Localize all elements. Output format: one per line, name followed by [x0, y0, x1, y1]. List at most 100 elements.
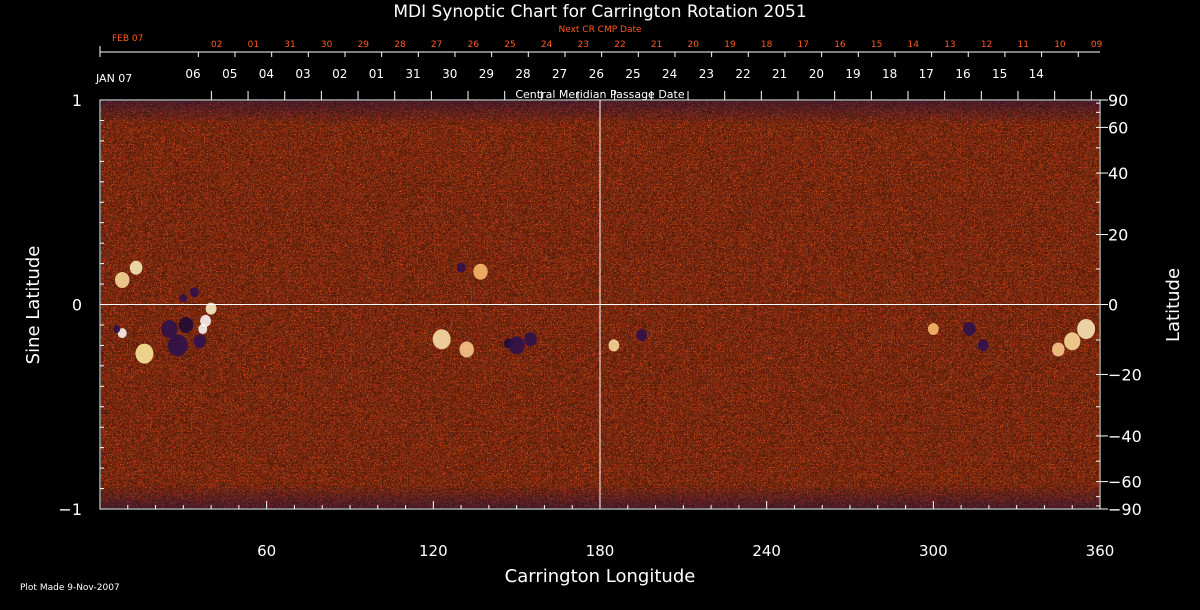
active-region-feature [524, 332, 537, 347]
x-tick-label: 60 [257, 542, 276, 560]
active-region-feature [115, 271, 130, 288]
cmp-date-label: 06 [185, 67, 200, 81]
next-cr-date-label: 28 [394, 40, 406, 50]
next-cr-date-label: 09 [1091, 40, 1103, 50]
cmp-date-label: 26 [589, 67, 604, 81]
y-right-tick-label: 60 [1108, 118, 1128, 137]
next-cr-date-label: 02 [211, 40, 222, 50]
next-cr-date-label: 01 [248, 40, 259, 50]
next-cr-date-label: 27 [431, 40, 442, 50]
next-cr-date-label: 25 [504, 40, 515, 50]
cmp-date-label: 19 [845, 67, 860, 81]
active-region-feature [205, 302, 217, 315]
x-axis-ticks: 60 120 180 240 300 360 [127, 501, 1115, 560]
y-right-tick-label: −40 [1108, 427, 1142, 446]
cmp-date-label: 29 [479, 67, 494, 81]
cmp-axis-ticks: 06 05 04 03 02 01 31 30 29 28 27 26 25 24 23 22 21 20 19 18… [185, 67, 1092, 100]
active-region-feature [608, 339, 620, 352]
y-left-tick-label: −1 [58, 500, 82, 519]
next-cr-date-label: 20 [688, 40, 700, 50]
y-left-tick-label: 1 [72, 91, 82, 110]
active-region-feature [459, 341, 474, 358]
cmp-date-label: 15 [992, 67, 1007, 81]
cmp-date-label: 31 [405, 67, 420, 81]
active-region-feature [179, 294, 187, 303]
active-region-feature [963, 322, 976, 337]
cmp-date-label: 14 [1029, 67, 1044, 81]
active-region-feature [1077, 319, 1096, 340]
y-left-axis-label: Sine Latitude [23, 246, 44, 365]
next-cr-date-label: 23 [578, 40, 589, 50]
next-cr-date-label: 11 [1018, 40, 1029, 50]
y-right-tick-label: 40 [1108, 164, 1128, 183]
active-regions [113, 260, 1096, 364]
active-region-feature [456, 262, 466, 273]
active-region-feature [113, 325, 121, 334]
cmp-date-label: 22 [735, 67, 750, 81]
active-region-feature [1064, 332, 1081, 351]
active-region-feature [927, 323, 939, 336]
cmp-date-label: 17 [919, 67, 934, 81]
cmp-date-label: 01 [369, 67, 384, 81]
y-left-axis-ticks: 1 0 −1 [58, 91, 108, 519]
active-region-feature [432, 329, 451, 350]
active-region-feature [135, 343, 154, 364]
active-region-feature [636, 329, 648, 342]
next-cr-date-label: 21 [651, 40, 662, 50]
next-cr-axis-title: Next CR CMP Date [558, 25, 642, 35]
next-cr-date-label: 17 [798, 40, 809, 50]
y-right-axis-ticks: 90 60 40 20 0 −20 −40 −60 −90 [1096, 91, 1142, 519]
x-tick-label: 120 [419, 542, 448, 560]
cmp-date-label: 18 [882, 67, 897, 81]
active-region-feature [167, 334, 188, 357]
x-tick-label: 300 [919, 542, 948, 560]
active-region-feature [117, 328, 127, 339]
x-tick-label: 360 [1086, 542, 1115, 560]
next-cr-date-label: 26 [468, 40, 480, 50]
active-region-feature [198, 324, 208, 335]
active-region-feature [193, 334, 207, 349]
active-region-feature [473, 263, 488, 280]
cmp-date-label: 24 [662, 67, 677, 81]
next-cr-date-label: 30 [321, 40, 333, 50]
active-region-feature [129, 260, 143, 275]
x-tick-label: 180 [586, 542, 615, 560]
y-right-tick-label: −60 [1108, 473, 1142, 492]
cmp-date-label: 27 [552, 67, 567, 81]
cmp-date-label: 04 [259, 67, 274, 81]
x-axis-label: Carrington Longitude [505, 566, 696, 587]
cmp-axis-title: Central Meridian Passage Date [515, 88, 684, 101]
next-cr-date-label: 29 [358, 40, 370, 50]
next-cr-date-label: 14 [908, 40, 920, 50]
y-right-tick-label: −90 [1108, 500, 1142, 519]
active-region-feature [161, 320, 178, 339]
next-cr-date-label: 12 [981, 40, 992, 50]
y-right-tick-label: 90 [1108, 91, 1128, 110]
active-region-feature [178, 316, 194, 333]
y-left-tick-label: 0 [72, 296, 82, 315]
active-region-feature [189, 287, 199, 298]
cmp-date-label: 02 [332, 67, 347, 81]
next-cr-date-label: 15 [871, 40, 882, 50]
cmp-date-label: 20 [809, 67, 824, 81]
cmp-date-label: 23 [699, 67, 714, 81]
next-cr-date-label: 31 [284, 40, 295, 50]
cmp-date-label: 28 [515, 67, 530, 81]
y-right-tick-label: 20 [1108, 226, 1128, 245]
next-cr-date-label: 18 [761, 40, 773, 50]
next-cr-date-label: 16 [834, 40, 846, 50]
next-cr-axis-ticks: 02 01 31 30 29 28 27 26 25 24 23 22 21 20 19 18 17 16 15 14… [99, 40, 1103, 57]
x-tick-label: 240 [752, 542, 781, 560]
cmp-month-label: JAN 07 [95, 72, 132, 85]
y-right-tick-label: −20 [1108, 365, 1142, 384]
cmp-date-label: 16 [955, 67, 970, 81]
cmp-date-label: 25 [625, 67, 640, 81]
active-region-feature [977, 339, 989, 352]
active-region-feature [1052, 342, 1065, 357]
y-right-axis-label: Latitude [1163, 268, 1184, 342]
cmp-date-label: 03 [295, 67, 310, 81]
next-cr-date-label: 13 [944, 40, 955, 50]
cmp-date-label: 21 [772, 67, 787, 81]
cmp-date-label: 30 [442, 67, 457, 81]
